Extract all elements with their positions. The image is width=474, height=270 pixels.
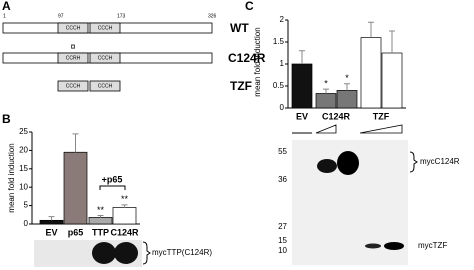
- domain: CCCH: [98, 55, 113, 61]
- bar: [63, 151, 88, 225]
- blot-band: [114, 242, 138, 264]
- mutation-mark: ¤: [70, 41, 75, 51]
- y-axis-label: mean fold induction: [7, 143, 16, 212]
- blot-band: [92, 242, 116, 264]
- x-tick-label: C124R: [110, 227, 139, 237]
- bracket: [99, 185, 126, 190]
- x-tick-label: EV: [45, 227, 57, 237]
- y-tick-label: 5: [24, 201, 29, 210]
- domain: CCCH: [66, 83, 81, 89]
- blot-band: [337, 151, 359, 175]
- position: 173: [117, 13, 126, 19]
- mw-marker: 10: [278, 246, 287, 255]
- bar: [360, 37, 382, 109]
- bar: [336, 90, 358, 109]
- bar: [291, 63, 313, 109]
- domain: CCCH: [98, 83, 113, 89]
- x-tick-label: TZF: [373, 111, 390, 121]
- x-tick-label: p65: [68, 227, 84, 237]
- bar: [88, 217, 113, 225]
- y-tick-label: 1.5: [273, 37, 285, 46]
- mw-marker: 36: [278, 175, 287, 184]
- position: 326: [208, 13, 217, 19]
- y-tick-label: 20: [19, 146, 28, 155]
- significance: *: [324, 78, 328, 88]
- dose-wedges: [315, 124, 403, 134]
- bracket-label: +p65: [102, 174, 123, 184]
- y-tick-label: 0: [280, 103, 285, 112]
- y-tick-label: 10: [19, 182, 28, 191]
- panel-label: B: [2, 112, 11, 126]
- x-tick-label: EV: [296, 111, 308, 121]
- y-tick-label: 2: [280, 15, 285, 24]
- error-bar: [72, 133, 79, 153]
- error-bar: [344, 83, 350, 91]
- row-label: C124R: [228, 51, 266, 65]
- blot-band: [384, 242, 404, 250]
- y-tick-label: 1: [280, 59, 285, 68]
- bar: [39, 219, 64, 225]
- significance: *: [345, 73, 349, 83]
- position: 97: [58, 13, 64, 19]
- brace: [409, 151, 418, 173]
- significance: **: [97, 205, 105, 215]
- panel-label: C: [245, 0, 254, 13]
- y-axis-label: mean fold induction: [253, 27, 262, 96]
- c124r-construct: [2, 52, 213, 64]
- x-tick-label: TTP: [92, 227, 109, 237]
- bar: [381, 52, 403, 109]
- error-bar: [389, 30, 395, 53]
- tzf-construct: [57, 80, 121, 92]
- domain: CCCH: [66, 25, 81, 31]
- bar: [112, 207, 137, 225]
- domain: CCRH: [66, 55, 81, 61]
- error-bar: [97, 215, 104, 218]
- row-label: TZF: [230, 79, 252, 93]
- error-bar: [48, 216, 55, 221]
- panel-label: A: [2, 0, 11, 13]
- y-tick-label: 0.5: [273, 81, 285, 90]
- row-label: WT: [230, 21, 249, 35]
- x-tick-label: C124R: [322, 111, 351, 121]
- y-tick-label: 15: [19, 164, 28, 173]
- error-bar: [368, 21, 374, 38]
- bar: [315, 93, 337, 109]
- wt-construct: [2, 22, 213, 34]
- significance: **: [121, 194, 129, 204]
- y-tick-label: 0: [24, 219, 29, 228]
- error-bar: [121, 204, 128, 208]
- band-label: mycTTP(C124R): [152, 248, 212, 257]
- mw-marker: 55: [278, 147, 287, 156]
- error-bar: [323, 88, 329, 94]
- blot-band: [317, 159, 337, 173]
- domain: CCCH: [98, 25, 113, 31]
- band-label: mycC124R: [420, 157, 460, 166]
- position: 1: [3, 13, 6, 19]
- brace: [142, 241, 151, 265]
- blot-band: [365, 243, 381, 249]
- mw-marker: 15: [278, 236, 287, 245]
- y-tick-label: 25: [19, 127, 28, 136]
- band-label: mycTZF: [418, 241, 447, 250]
- error-bar: [299, 50, 305, 64]
- mw-marker: 27: [278, 222, 287, 231]
